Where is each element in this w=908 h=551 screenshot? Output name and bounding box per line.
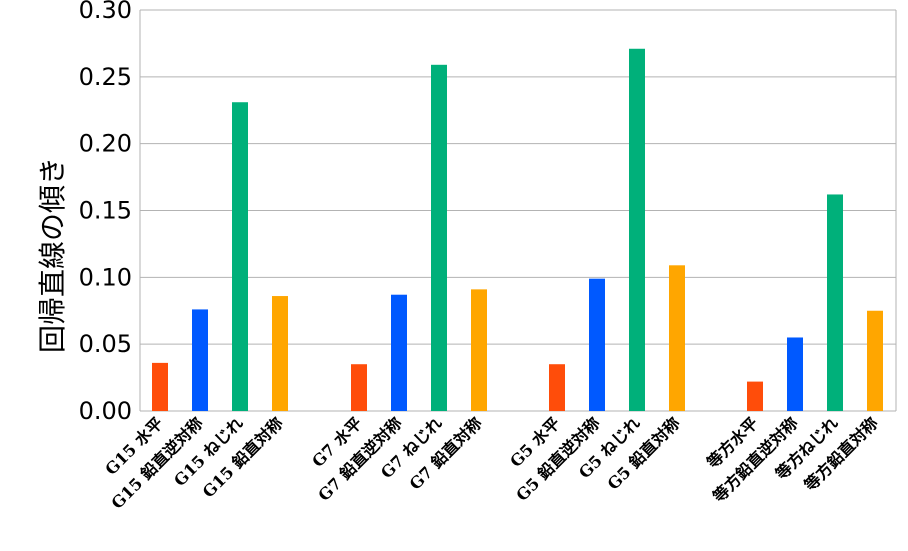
y-tick-label: 0.15: [79, 197, 132, 225]
bar: [232, 102, 248, 411]
bar: [152, 362, 168, 411]
bars: [152, 48, 883, 411]
y-tick-label: 0.25: [79, 63, 132, 91]
bar: [391, 294, 407, 411]
bar: [351, 364, 367, 411]
y-tick-labels: 0.00 0.05 0.10 0.15 0.20 0.25 0.30: [79, 0, 132, 425]
y-tick-label: 0.05: [79, 330, 132, 358]
y-axis-label: 回帰直線の傾き: [36, 157, 69, 353]
y-tick-label: 0.00: [79, 397, 132, 425]
bar: [867, 310, 883, 411]
bar: [192, 309, 208, 411]
bar: [747, 381, 763, 411]
bar: [272, 296, 288, 411]
y-tick-label: 0.10: [79, 263, 132, 291]
bar: [471, 289, 487, 411]
y-tick-label: 0.20: [79, 130, 132, 158]
bar: [589, 278, 605, 411]
bar: [669, 265, 685, 411]
bar: [431, 64, 447, 411]
bar: [629, 48, 645, 411]
gridlines: [139, 9, 897, 412]
bar: [549, 364, 565, 411]
bar: [787, 337, 803, 411]
bar: [827, 194, 843, 411]
y-tick-label: 0.30: [79, 0, 132, 24]
